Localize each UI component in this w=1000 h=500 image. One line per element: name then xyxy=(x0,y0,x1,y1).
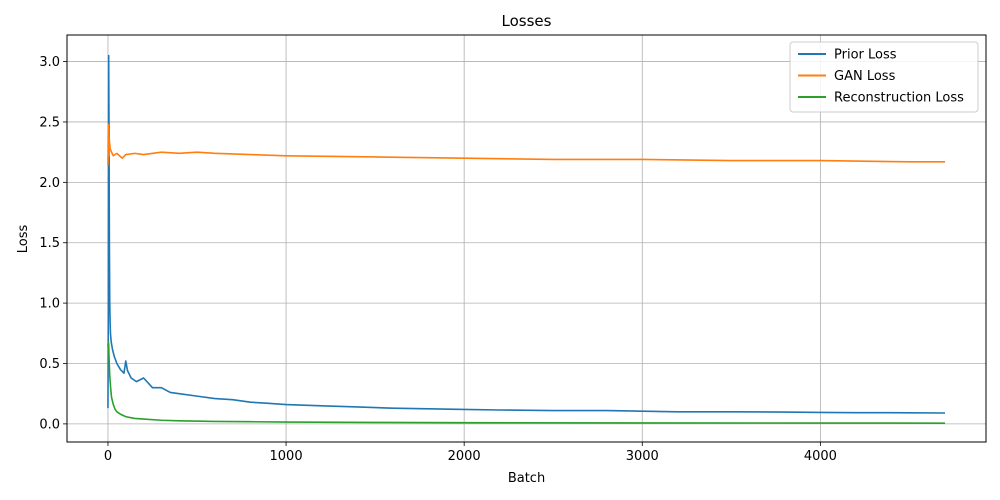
y-tick-label: 2.5 xyxy=(39,115,60,130)
y-tick-label: 3.0 xyxy=(39,55,60,70)
legend: Prior Loss GAN Loss Reconstruction Loss xyxy=(789,41,979,113)
plot-frame xyxy=(66,34,987,443)
grid xyxy=(67,35,986,442)
legend-label: GAN Loss xyxy=(834,69,896,84)
y-tick-label: 2.0 xyxy=(39,176,60,191)
y-tick-label: 1.5 xyxy=(39,236,60,251)
x-tick-label: 2000 xyxy=(448,449,481,464)
series-line-1 xyxy=(107,123,946,166)
y-axis-label: Loss xyxy=(16,225,31,254)
series-line-2 xyxy=(107,340,946,424)
x-tick-label: 1000 xyxy=(270,449,303,464)
legend-label: Prior Loss xyxy=(834,48,897,63)
legend-box xyxy=(789,41,979,113)
x-axis-label: Batch xyxy=(508,471,545,486)
legend-label: Reconstruction Loss xyxy=(834,91,964,106)
x-tick-label: 4000 xyxy=(804,449,837,464)
series-line-0 xyxy=(107,54,946,414)
series-lines xyxy=(107,54,946,424)
x-tick-label: 3000 xyxy=(626,449,659,464)
y-tick-label: 0.0 xyxy=(39,417,60,432)
x-tick-label: 0 xyxy=(104,449,112,464)
y-tick-label: 0.5 xyxy=(39,357,60,372)
axis-ticks: 0 1000 2000 3000 4000 0.0 0.5 1.0 1.5 2.0 2.5 3.0 xyxy=(39,55,837,464)
y-tick-label: 1.0 xyxy=(39,297,60,312)
chart-title: Losses xyxy=(502,12,552,30)
